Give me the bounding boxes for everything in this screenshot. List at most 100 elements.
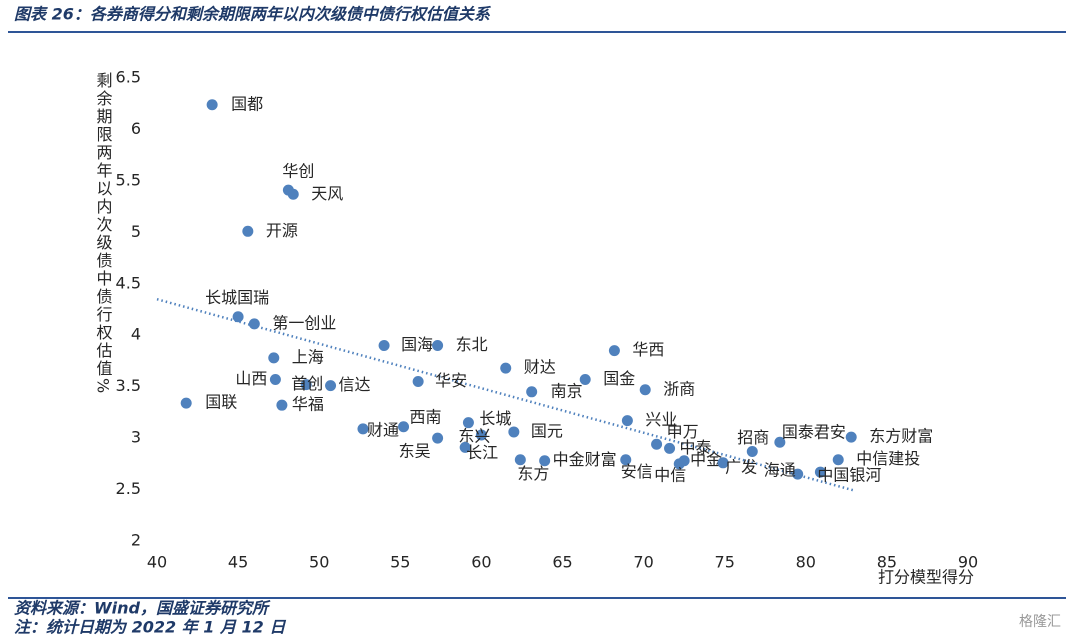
title: 图表 26：各券商得分和剩余期限两年以内次级债中债行权估值关系 [14, 5, 492, 24]
point [268, 352, 280, 364]
point-label: 国泰君安 [782, 423, 846, 442]
y-tick-label: 6 [131, 119, 141, 138]
point-label: 首创 [291, 374, 323, 393]
point [620, 454, 632, 466]
point-label: 中信建投 [856, 449, 920, 468]
point [792, 468, 804, 480]
point [639, 384, 651, 396]
point-label: 国都 [231, 94, 263, 113]
point-label: 东北 [456, 335, 488, 354]
point-label: 华西 [632, 340, 664, 359]
point [539, 455, 551, 467]
point-label: 山西 [235, 369, 267, 388]
point-label: 长江 [466, 443, 498, 462]
point [746, 445, 758, 457]
point [248, 318, 260, 330]
point-label: 华福 [292, 395, 324, 414]
point [232, 311, 244, 323]
point-label: 中金财富 [553, 450, 617, 469]
y-tick-label: 5.5 [116, 170, 141, 189]
y-tick-label: 2.5 [116, 479, 141, 498]
point-label: 兴业 [645, 410, 677, 429]
x-tick-label: 70 [633, 553, 653, 572]
point-label: 东兴 [458, 427, 490, 446]
y-tick-label: 3.5 [116, 376, 141, 395]
point [814, 466, 826, 478]
y-tick-label: 4 [131, 325, 141, 344]
y-tick-label: 4.5 [116, 273, 141, 292]
point [462, 417, 474, 429]
point [180, 397, 192, 409]
x-tick-label: 90 [958, 553, 978, 572]
point [475, 429, 487, 441]
point-label: 长城国瑞 [205, 288, 269, 307]
point [242, 225, 254, 237]
point [717, 457, 729, 469]
point-label: 中信 [654, 465, 686, 484]
x-tick-label: 85 [877, 553, 897, 572]
point-label: 国金 [603, 369, 635, 388]
point-label: 中金 [690, 450, 722, 469]
x-tick-label: 75 [715, 553, 735, 572]
point [774, 436, 786, 448]
point [325, 380, 337, 392]
point [357, 423, 369, 435]
y-axis-label: 剩余期限两年以内次级债中债行权估值% [94, 72, 113, 395]
point-label: 财达 [524, 358, 556, 377]
point [500, 362, 512, 374]
point-label: 东吴 [399, 442, 431, 461]
point [579, 373, 591, 385]
point [526, 386, 538, 398]
x-tick-label: 55 [390, 553, 410, 572]
point-label: 浙商 [663, 379, 695, 398]
point-label: 华创 [282, 162, 314, 181]
point-label: 海通 [764, 461, 796, 480]
y-tick-label: 5 [131, 222, 141, 241]
point [608, 345, 620, 357]
x-tick-label: 45 [228, 553, 248, 572]
y-tick-label: 6.5 [116, 68, 141, 87]
x-tick-label: 50 [309, 553, 329, 572]
point [412, 376, 424, 388]
x-axis-label: 打分模型得分 [878, 568, 974, 587]
point [378, 340, 390, 352]
point [664, 442, 676, 454]
point [845, 431, 857, 443]
x-tick-label: 65 [552, 553, 572, 572]
watermark: 格隆汇 [1019, 614, 1061, 630]
point [276, 399, 288, 411]
point-label: 财通 [367, 420, 399, 439]
point-label: 华安 [435, 371, 467, 390]
point-label: 国联 [205, 393, 237, 412]
point-label: 天风 [311, 184, 343, 203]
point [432, 432, 444, 444]
point-label: 中国银河 [817, 466, 881, 485]
x-tick-label: 40 [147, 553, 167, 572]
point [206, 99, 218, 111]
point [459, 441, 471, 453]
point [300, 379, 312, 391]
point-label: 第一创业 [272, 313, 336, 332]
point-label: 申万 [667, 422, 699, 441]
point-label: 东方 [517, 464, 549, 483]
point-label: 长城 [479, 409, 511, 428]
y-tick-label: 2 [131, 531, 141, 550]
point [398, 421, 410, 433]
point [651, 438, 663, 450]
point [621, 415, 633, 427]
point [269, 373, 281, 385]
point-label: 广发 [725, 457, 757, 476]
point-label: 国海 [401, 335, 433, 354]
point [832, 454, 844, 466]
point-label: 安信 [621, 462, 653, 481]
source: 资料来源：Wind，国盛证券研究所 [14, 599, 271, 618]
point-label: 东方财富 [869, 427, 933, 446]
point [287, 188, 299, 200]
x-tick-label: 60 [471, 553, 491, 572]
point-label: 西南 [410, 407, 442, 426]
point [432, 340, 444, 352]
note: 注：统计日期为 2022 年 1 月 12 日 [14, 618, 286, 637]
point-label: 信达 [339, 375, 371, 394]
